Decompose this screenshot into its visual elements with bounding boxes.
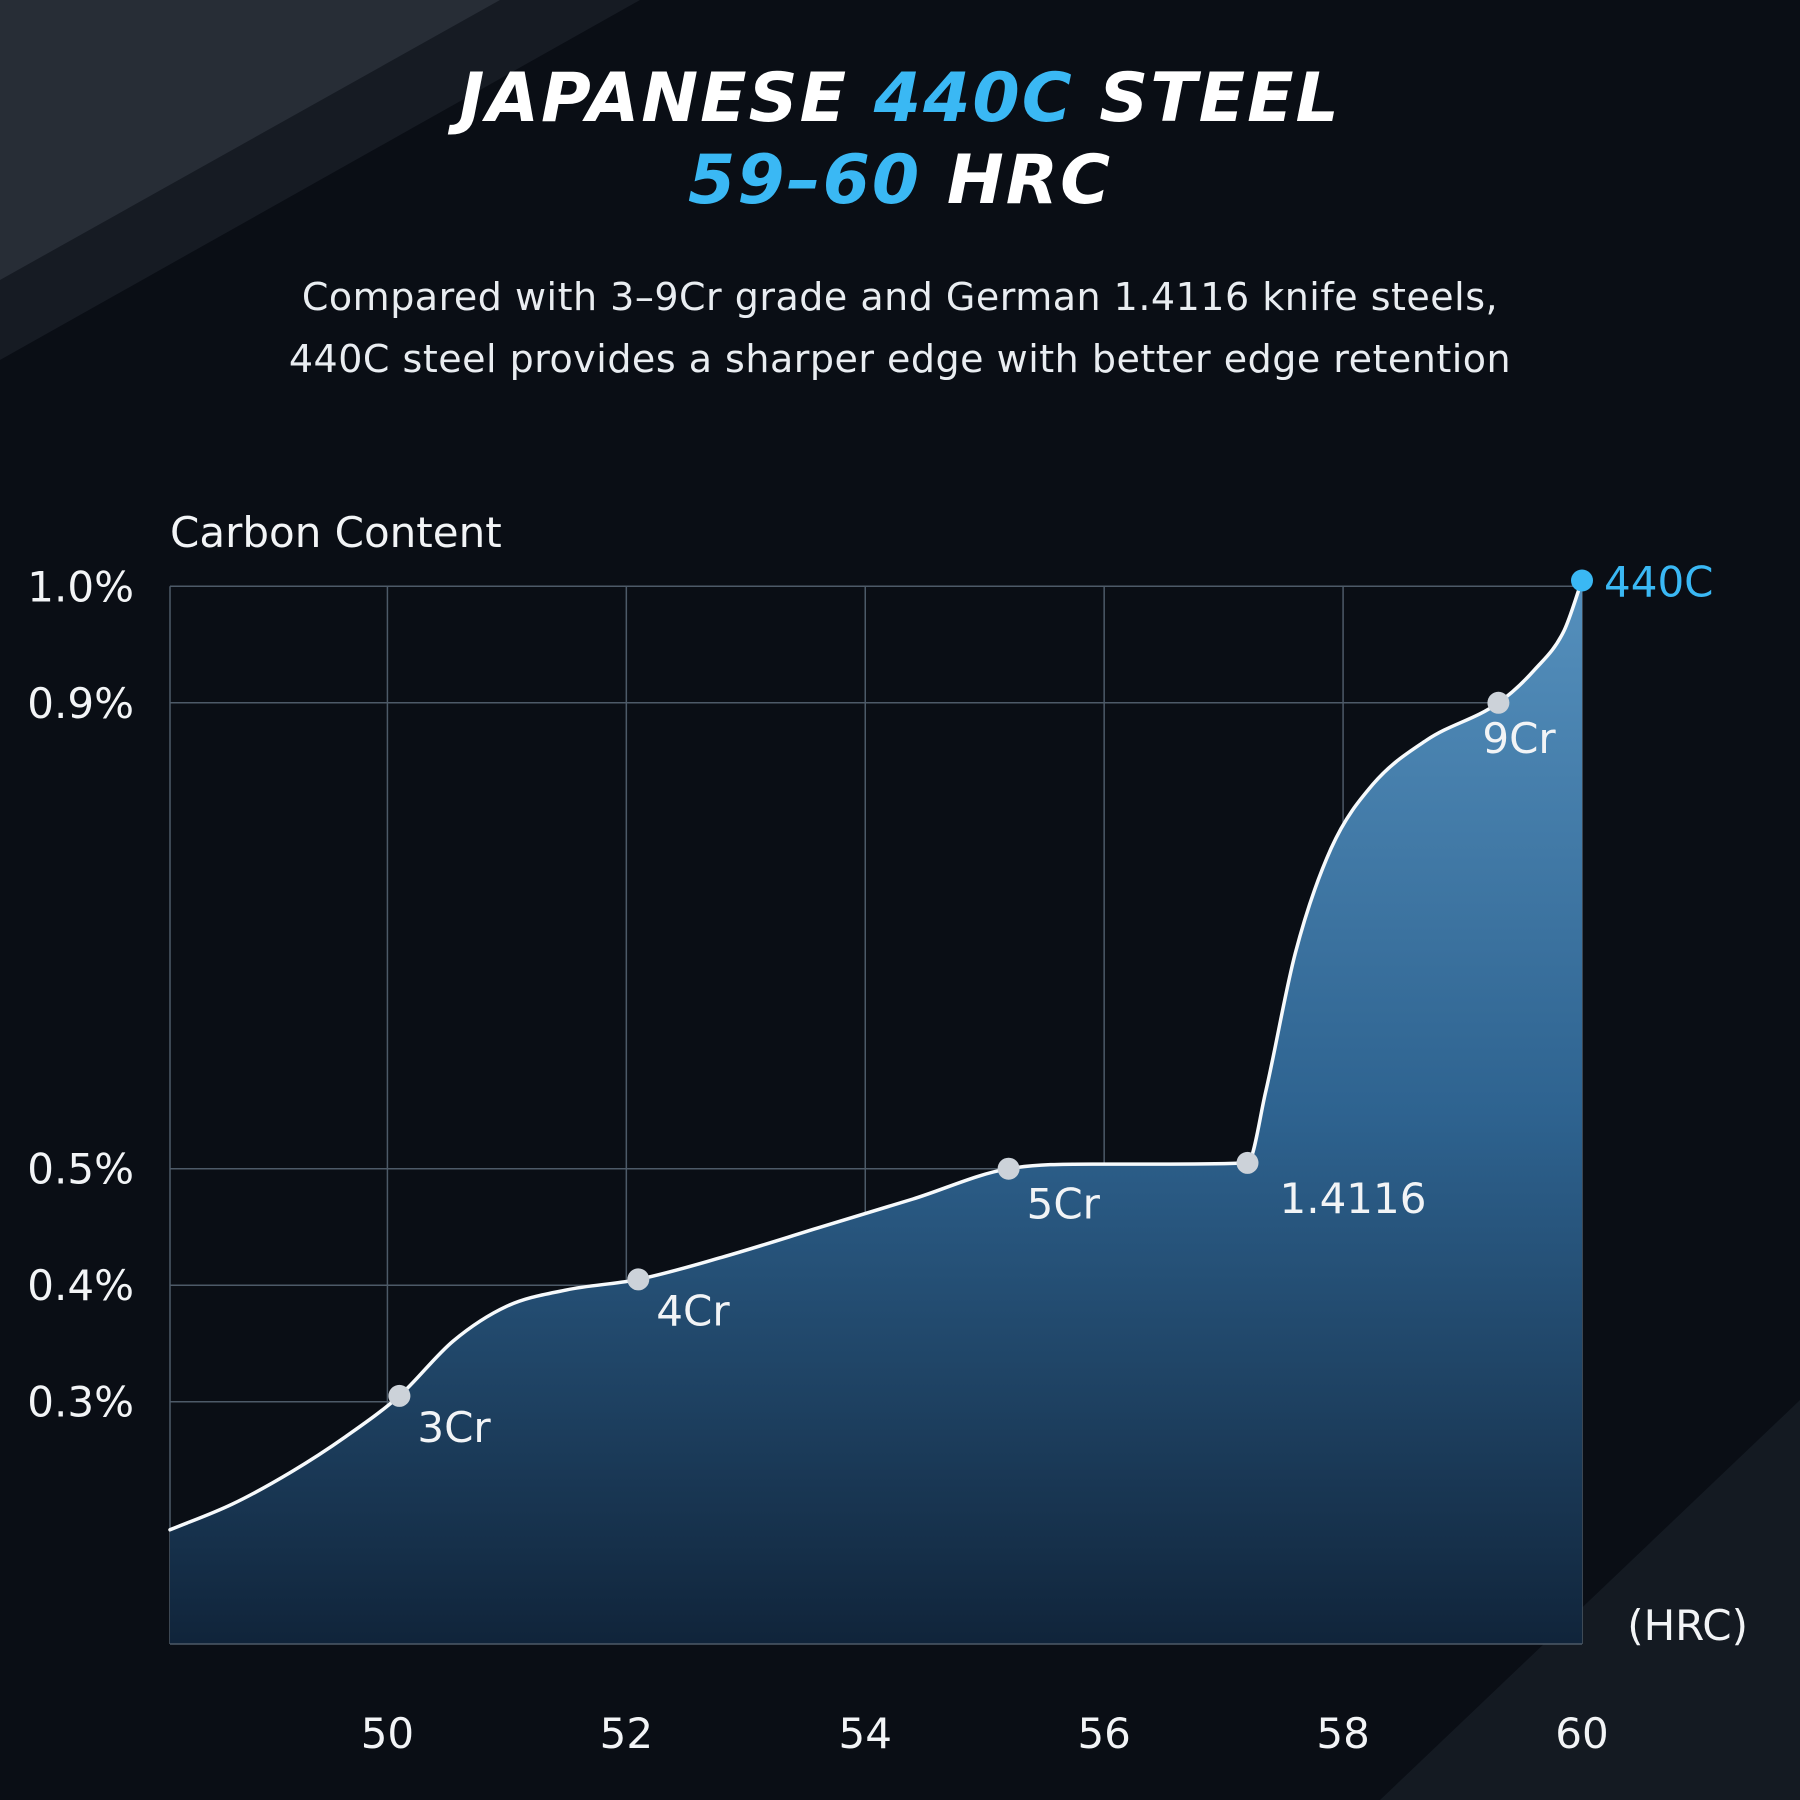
subtitle-line-1: Compared with 3–9Cr grade and German 1.4… [301,275,1499,320]
title-highlight: 440C [873,59,1074,138]
data-point-label-440c: 440C [1604,557,1714,606]
x-axis-unit-label: (HRC) [1627,1601,1748,1650]
data-point-5cr [997,1157,1020,1180]
carbon-content-chart: Carbon Content 1.0% 0.9% 0.5% 0.4% 0.3% 50 52 54… [27,508,1748,1758]
x-tick-50: 50 [361,1709,414,1758]
data-point-label-4cr: 4Cr [656,1286,730,1335]
title-line-2: 59–60 HRC [0,140,1800,222]
y-tick-0.3%: 0.3% [27,1378,134,1427]
title-prefix: JAPANESE [459,59,874,138]
x-tick-54: 54 [839,1709,892,1758]
chart-title: Carbon Content [170,508,502,557]
x-tick-56: 56 [1077,1709,1130,1758]
data-point-9cr [1487,691,1510,714]
data-point-label-3cr: 3Cr [417,1403,491,1452]
x-tick-52: 52 [600,1709,653,1758]
y-tick-0.4%: 0.4% [27,1261,134,1310]
data-point-label-9cr: 9Cr [1482,714,1556,763]
title-line-1: JAPANESE 440C STEEL [0,58,1800,140]
area-fill [170,580,1582,1644]
data-point-440c [1571,569,1593,592]
subtitle: Compared with 3–9Cr grade and German 1.4… [0,267,1800,390]
data-point-1.4116 [1236,1151,1259,1174]
data-point-4cr [627,1268,650,1291]
subtitle-line-2: 440C steel provides a sharper edge with … [288,336,1512,381]
page-title: JAPANESE 440C STEEL 59–60 HRC [0,58,1800,221]
y-tick-0.5%: 0.5% [27,1145,134,1194]
header: JAPANESE 440C STEEL 59–60 HRC Compared w… [0,0,1800,390]
title-suffix: STEEL [1073,59,1341,138]
data-point-label-5cr: 5Cr [1027,1180,1101,1229]
y-tick-1.0%: 1.0% [27,562,134,611]
y-tick-0.9%: 0.9% [27,679,134,728]
data-point-3cr [388,1384,411,1407]
title2-suffix: HRC [921,140,1113,220]
x-tick-60: 60 [1555,1709,1608,1758]
x-tick-58: 58 [1316,1709,1369,1758]
data-point-label-1.4116: 1.4116 [1280,1174,1427,1223]
title2-highlight: 59–60 [687,140,922,220]
